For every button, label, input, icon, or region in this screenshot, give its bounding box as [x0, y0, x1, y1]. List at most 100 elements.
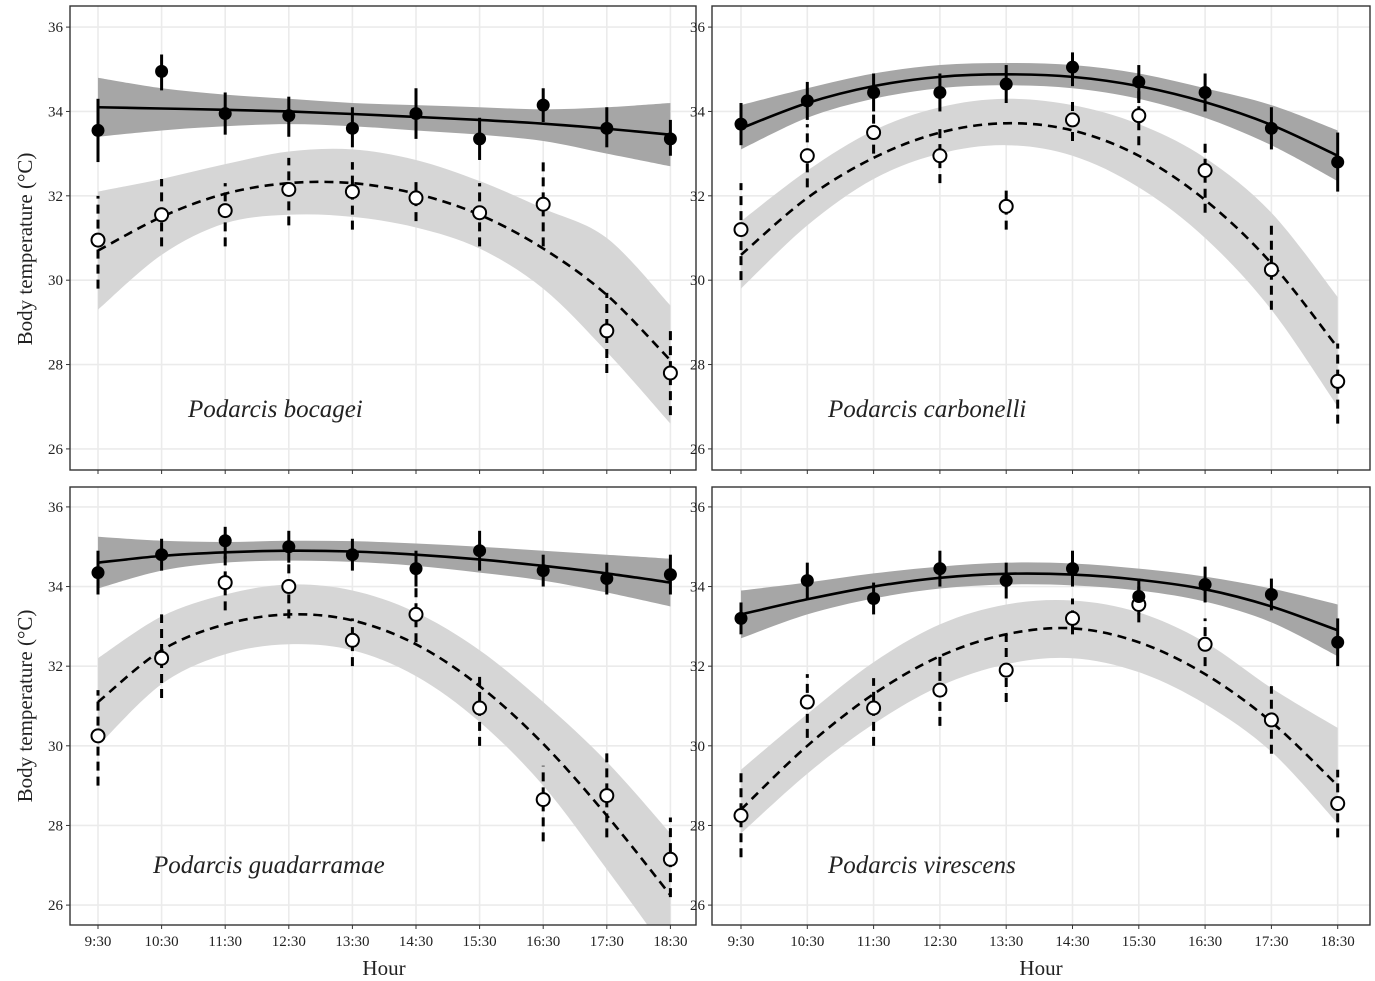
data-point-open	[408, 190, 424, 206]
data-point-open	[1263, 262, 1279, 278]
data-point-filled	[1132, 75, 1146, 89]
panel-border	[69, 486, 697, 926]
x-tick-label: 12:30	[923, 934, 957, 950]
fit-line-solid	[740, 572, 1339, 632]
y-tick-label: 28	[48, 818, 63, 834]
data-point-filled	[1264, 588, 1278, 602]
species-label: Podarcis bocagei	[187, 396, 363, 423]
x-tick-label: 10:30	[790, 934, 824, 950]
x-tick-label: 18:30	[1321, 934, 1355, 950]
data-point-open	[154, 207, 170, 223]
y-tick-label: 32	[48, 189, 63, 205]
data-point-open	[1197, 636, 1213, 652]
confidence-band-open-series	[98, 148, 671, 424]
data-point-filled	[91, 566, 105, 580]
data-point-open	[733, 222, 749, 238]
data-point-open	[1330, 373, 1346, 389]
x-tick-label: 14:30	[1055, 934, 1089, 950]
y-tick-label: 34	[690, 104, 706, 120]
data-point-open	[866, 700, 882, 716]
data-point-filled	[282, 540, 296, 554]
species-label: Podarcis carbonelli	[827, 396, 1026, 423]
data-point-filled	[933, 85, 947, 99]
x-tick-label: 13:30	[989, 934, 1023, 950]
data-point-filled	[1331, 155, 1345, 169]
x-tick-label: 11:30	[857, 934, 891, 950]
x-tick-label: 12:30	[272, 934, 306, 950]
y-tick-label: 34	[48, 104, 64, 120]
plot-area	[90, 526, 678, 925]
data-point-filled	[933, 562, 947, 576]
data-point-open	[1065, 112, 1080, 128]
data-point-filled	[218, 107, 232, 121]
x-tick-label: 17:30	[1254, 934, 1288, 950]
data-point-open	[866, 125, 882, 141]
data-point-filled	[536, 98, 550, 112]
data-point-filled	[999, 574, 1013, 588]
confidence-band-open-series	[98, 584, 671, 925]
data-point-filled	[663, 132, 677, 146]
fit-line-dashed	[740, 626, 1339, 811]
x-tick-label: 15:30	[1122, 934, 1156, 950]
data-point-filled	[867, 85, 881, 99]
data-point-open	[1131, 108, 1147, 124]
data-point-filled	[1132, 590, 1146, 603]
x-tick-label: 11:30	[208, 934, 242, 950]
y-tick-label: 28	[690, 358, 705, 374]
y-axis-title-bottom: Body temperature (°C)	[13, 610, 37, 803]
plot-area	[90, 54, 678, 424]
data-point-filled	[734, 117, 748, 131]
data-point-filled	[600, 572, 614, 586]
data-point-open	[662, 365, 678, 381]
data-point-filled	[1066, 60, 1079, 74]
data-point-filled	[473, 544, 487, 558]
data-point-filled	[155, 64, 169, 78]
data-point-filled	[999, 77, 1013, 91]
y-axis-title-top: Body temperature (°C)	[13, 153, 37, 346]
y-tick-label: 32	[48, 659, 63, 675]
x-tick-label: 16:30	[1188, 934, 1222, 950]
fit-line-solid	[97, 105, 671, 136]
data-point-filled	[663, 568, 677, 582]
y-tick-label: 32	[690, 189, 705, 205]
data-point-filled	[1198, 578, 1212, 592]
data-point-filled	[1066, 562, 1079, 576]
y-tick-label: 30	[48, 273, 63, 289]
data-point-filled	[1264, 121, 1278, 135]
data-point-open	[535, 196, 551, 212]
data-point-open	[599, 323, 615, 339]
panel-border	[69, 5, 697, 471]
y-tick-label: 28	[48, 358, 63, 374]
x-tick-label: 9:30	[728, 934, 755, 950]
data-point-filled	[409, 562, 423, 576]
data-point-open	[344, 632, 360, 648]
data-point-open	[217, 575, 233, 591]
fit-line-dashed	[97, 180, 672, 362]
x-axis-title-left: Hour	[362, 956, 405, 980]
y-tick-label: 30	[48, 739, 63, 755]
data-point-filled	[155, 548, 169, 562]
data-point-filled	[734, 611, 748, 625]
data-point-filled	[800, 574, 814, 588]
confidence-band-open-series	[741, 98, 1338, 407]
data-point-open	[733, 808, 749, 823]
data-point-filled	[867, 591, 881, 605]
data-point-open	[799, 148, 815, 164]
x-tick-label: 14:30	[399, 934, 433, 950]
y-tick-label: 26	[48, 898, 64, 914]
data-point-open	[662, 851, 678, 867]
data-point-filled	[218, 534, 232, 548]
species-label: Podarcis guadarramae	[152, 852, 385, 879]
y-tick-label: 26	[48, 442, 64, 458]
confidence-band-filled-series	[741, 62, 1338, 182]
x-tick-label: 17:30	[590, 934, 624, 950]
panels: 26 28 30 32 34 36 Podarcis bocagei 26 28 30 32 34 36…	[48, 5, 1371, 950]
data-point-open	[281, 181, 297, 197]
data-point-filled	[536, 564, 550, 578]
species-label: Podarcis virescens	[827, 852, 1016, 879]
data-point-open	[1263, 712, 1279, 728]
data-point-filled	[800, 94, 814, 108]
panel: 26 28 30 32 34 36 9:30 10:30 11:30 12:30 13:30 14:3…	[690, 486, 1371, 950]
data-point-open	[932, 682, 948, 698]
